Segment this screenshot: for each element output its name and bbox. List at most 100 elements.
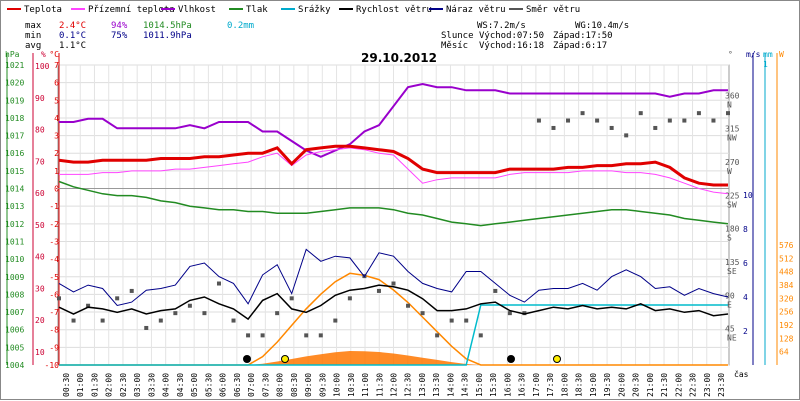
sun-set: Západ:17:50 [553,31,613,41]
wind-direction-point [289,296,294,301]
wind-direction-point [624,133,629,138]
stat-ws: WS:7.2m/s [477,21,526,31]
direction-label: E [727,300,732,309]
celsius-tick: -1 [49,202,59,211]
pressure-line [58,180,729,227]
direction-label: SE [727,267,737,276]
celsius-unit: °C [49,50,59,59]
x-tick-label: 06:00 [219,373,228,397]
percent-tick: 30 [35,284,45,293]
moon-set: Západ:6:17 [553,41,607,51]
celsius-tick: -10 [45,361,60,370]
x-tick-label: 07:30 [261,373,270,397]
wind-direction-point [609,125,614,130]
sun-marker [553,355,561,363]
wind-direction-point [391,281,396,286]
ms-tick: 8 [743,225,748,234]
x-tick-label: 13:30 [432,373,441,397]
wind-direction-point [406,303,411,308]
direction-tick: 270 [725,158,740,167]
percent-tick: 100 [35,62,50,71]
stat-min-hum: 75% [111,31,128,41]
wind-direction-point [115,296,120,301]
legend-label: Vlhkost [178,5,216,15]
wind-direction-point [493,288,498,293]
wind-direction-point [318,333,323,338]
hpa-tick: 1013 [5,202,24,211]
ms-tick: 4 [743,293,748,302]
x-tick-label: 16:30 [518,373,527,397]
stat-max-press: 1014.5hPa [143,21,192,31]
wind-direction-point [682,118,687,123]
celsius-tick: -7 [49,308,59,317]
mm-unit: mm [763,50,773,59]
stat-max-hum: 94% [111,21,128,31]
direction-label: S [727,234,732,243]
stats-block: max 2.4°C 94% 1014.5hPa 0.2mm min 0.1°C … [25,21,629,51]
x-tick-label: 15:30 [489,373,498,397]
wm2-tick: 256 [779,308,794,317]
x-tick-label: 04:30 [176,373,185,397]
direction-tick: 135 [725,258,740,267]
x-tick-label: 17:00 [532,373,541,397]
wind-direction-point [420,311,425,316]
wind-direction-point [158,318,163,323]
wind-direction-point [246,333,251,338]
x-tick-label: 02:30 [119,373,128,397]
x-tick-label: 03:30 [147,373,156,397]
x-axis-label: čas [734,369,749,379]
wind-direction-point [144,325,149,330]
wind-direction-point [464,318,469,323]
x-tick-label: 12:00 [390,373,399,397]
wind-direction-point [638,111,643,116]
stat-min-temp: 0.1°C [59,31,86,41]
hpa-tick: 1009 [5,273,24,282]
x-tick-label: 11:00 [361,373,370,397]
wind-direction-point [333,318,338,323]
x-tick-label: 22:30 [689,373,698,397]
x-tick-label: 05:00 [190,373,199,397]
x-tick-label: 09:00 [304,373,313,397]
x-tick-label: 23:00 [703,373,712,397]
x-tick-label: 08:00 [276,373,285,397]
celsius-tick: -9 [49,343,59,352]
wind-direction-point [580,111,585,116]
legend-label: Srážky [298,5,331,15]
wind-direction-point [551,125,556,130]
sun-rise: Východ:07:50 [479,31,544,41]
percent-tick: 40 [35,253,45,262]
legend: Teplota Přízemní teplota Vlhkost Tlak Srážky… [7,5,580,15]
legend-label: Rychlost větru [356,5,432,15]
x-tick-label: 14:30 [461,373,470,397]
direction-tick: 360 [725,91,740,100]
hpa-tick: 1014 [5,185,24,194]
hpa-tick: 1018 [5,114,24,123]
wind-direction-point [173,311,178,316]
wind-direction-point [231,318,236,323]
x-tick-label: 15:00 [475,373,484,397]
direction-label: SW [727,200,737,209]
percent-tick: 80 [35,126,45,135]
legend-label: Náraz větru [446,5,506,15]
stat-wg: WG:10.4m/s [575,21,629,31]
stat-avg-temp: 1.1°C [59,41,86,51]
ms-tick: 10 [743,191,753,200]
wm2-tick: 64 [779,348,789,357]
percent-tick: 10 [35,348,45,357]
celsius-tick: -8 [49,326,59,335]
wind-direction-point [57,296,61,301]
celsius-tick: 3 [54,132,59,141]
hpa-tick: 1019 [5,96,24,105]
direction-tick: 315 [725,125,740,134]
celsius-tick: 5 [54,96,59,105]
x-tick-label: 14:00 [446,373,455,397]
stat-min-label: min [25,31,41,41]
wind-direction-point [449,318,454,323]
x-tick-label: 11:30 [375,373,384,397]
wm2-tick: 192 [779,321,794,330]
wind-direction-point [566,118,571,123]
stat-max-temp: 2.4°C [59,21,86,31]
ms-unit: m/s [746,50,761,59]
x-tick-label: 17:30 [546,373,555,397]
